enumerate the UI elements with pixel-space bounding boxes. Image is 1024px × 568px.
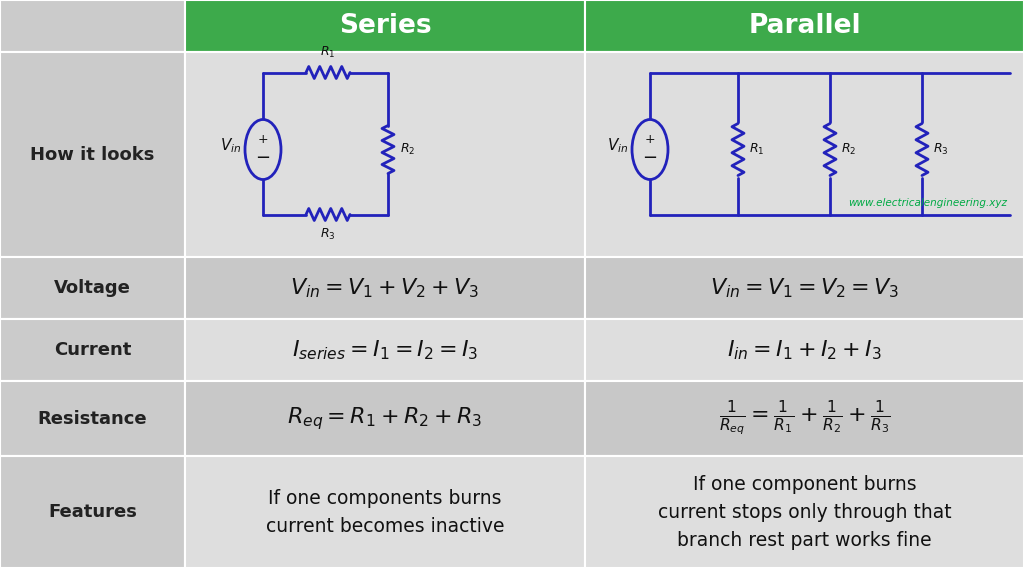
Bar xyxy=(585,456,1024,568)
Text: $V_{in}$: $V_{in}$ xyxy=(219,136,241,155)
Text: If one component burns
current stops only through that
branch rest part works fi: If one component burns current stops onl… xyxy=(657,474,951,549)
Bar xyxy=(585,381,1024,456)
Bar xyxy=(185,381,585,456)
Text: $R_3$: $R_3$ xyxy=(933,142,948,157)
Text: $V_{in} = V_1 + V_2 + V_3$: $V_{in} = V_1 + V_2 + V_3$ xyxy=(291,276,479,300)
Text: $R_1$: $R_1$ xyxy=(749,142,765,157)
Text: +: + xyxy=(258,133,268,146)
Text: −: − xyxy=(255,149,270,168)
Text: Resistance: Resistance xyxy=(38,410,147,428)
Text: Voltage: Voltage xyxy=(54,279,131,297)
Text: $V_{in} = V_1 = V_2 = V_3$: $V_{in} = V_1 = V_2 = V_3$ xyxy=(710,276,899,300)
Text: $I_{in} = I_1 + I_2 + I_3$: $I_{in} = I_1 + I_2 + I_3$ xyxy=(727,338,882,362)
Bar xyxy=(585,319,1024,381)
Bar xyxy=(585,257,1024,319)
Bar xyxy=(185,257,585,319)
Text: Series: Series xyxy=(339,13,431,39)
Ellipse shape xyxy=(245,119,281,179)
Bar xyxy=(185,319,585,381)
Bar xyxy=(185,52,585,257)
Text: If one components burns
current becomes inactive: If one components burns current becomes … xyxy=(266,488,504,536)
Text: $R_2$: $R_2$ xyxy=(841,142,856,157)
Bar xyxy=(0,257,185,319)
Text: $R_{eq} = R_1 + R_2 + R_3$: $R_{eq} = R_1 + R_2 + R_3$ xyxy=(288,405,482,432)
Text: $\frac{1}{R_{eq}} = \frac{1}{R_1} + \frac{1}{R_2} + \frac{1}{R_3}$: $\frac{1}{R_{eq}} = \frac{1}{R_1} + \fra… xyxy=(719,399,890,438)
Text: −: − xyxy=(642,149,657,168)
Bar xyxy=(185,456,585,568)
Text: Parallel: Parallel xyxy=(749,13,861,39)
Bar xyxy=(0,381,185,456)
Bar xyxy=(585,0,1024,52)
Text: www.electricalengineering.xyz: www.electricalengineering.xyz xyxy=(848,198,1007,208)
Text: $R_3$: $R_3$ xyxy=(321,227,336,241)
Bar xyxy=(0,319,185,381)
Ellipse shape xyxy=(632,119,668,179)
Text: $I_{series} = I_1 = I_2 = I_3$: $I_{series} = I_1 = I_2 = I_3$ xyxy=(292,338,478,362)
Bar xyxy=(0,456,185,568)
Text: Current: Current xyxy=(54,341,131,359)
Bar xyxy=(585,52,1024,257)
Text: $R_2$: $R_2$ xyxy=(400,142,416,157)
Bar xyxy=(185,0,585,52)
Text: Features: Features xyxy=(48,503,137,521)
Bar xyxy=(0,52,185,257)
Text: $V_{in}$: $V_{in}$ xyxy=(606,136,628,155)
Text: $R_1$: $R_1$ xyxy=(321,45,336,61)
Bar xyxy=(0,0,185,52)
Text: How it looks: How it looks xyxy=(31,145,155,164)
Text: +: + xyxy=(645,133,655,146)
